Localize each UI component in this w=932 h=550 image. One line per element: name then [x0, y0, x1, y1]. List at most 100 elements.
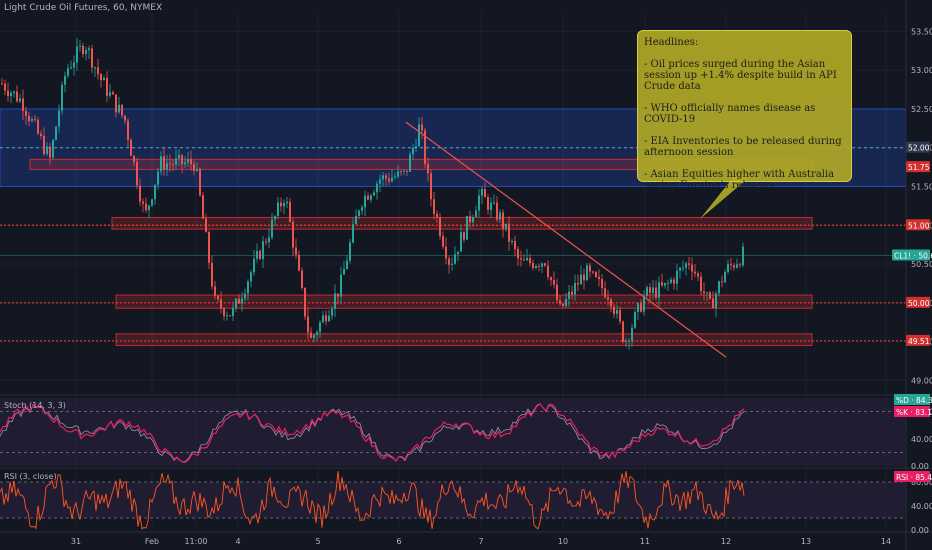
time-tick-label: 10 [558, 537, 568, 546]
candle-body [334, 293, 336, 309]
candle-body [277, 202, 279, 217]
price-tick-label: 51.50 [911, 182, 932, 191]
candle-body [643, 296, 645, 312]
candle-body [430, 173, 432, 200]
candle-body [337, 293, 339, 297]
rsi-tick-label: 80.00 [911, 478, 932, 487]
candle-body [178, 154, 180, 159]
candle-body [7, 90, 9, 97]
candle-body [16, 91, 18, 102]
candle-body [625, 341, 627, 343]
candle-body [127, 120, 129, 140]
candle-body [727, 264, 729, 273]
candle-body [103, 77, 105, 81]
candle-body [661, 282, 663, 286]
candle-body [712, 298, 714, 308]
candle-body [667, 282, 669, 284]
candle-body [379, 179, 381, 184]
stoch-badge [894, 406, 930, 417]
candle-body [223, 308, 225, 317]
candle-body [721, 281, 723, 283]
support-resistance-zone [111, 217, 813, 230]
candle-body [46, 146, 48, 155]
candle-body [505, 223, 507, 229]
annotation-bullet-1: - Oil prices surged during the Asian ses… [644, 59, 837, 92]
candle-body [319, 322, 321, 333]
candle-body [514, 240, 516, 249]
price-badge [906, 334, 930, 346]
candle-body [202, 195, 204, 219]
candle-body [658, 282, 660, 298]
candle-body [637, 303, 639, 312]
candle-body [391, 177, 393, 182]
candle-body [481, 188, 483, 196]
candle-body [556, 284, 558, 301]
candle-body [4, 83, 6, 91]
rsi-label: RSI (3, close) [4, 472, 57, 481]
rsi-band [0, 482, 906, 518]
candle-body [265, 241, 267, 243]
candle-body [199, 168, 201, 196]
candle-body [649, 287, 651, 293]
candle-body [148, 205, 150, 211]
candle-body [598, 276, 600, 279]
candle-body [229, 315, 231, 317]
candle-body [706, 292, 708, 294]
candle-body [346, 260, 348, 270]
candle-body [682, 267, 684, 269]
candle-body [397, 171, 399, 177]
candle-body [673, 279, 675, 284]
stoch-badge-label: %D · 84.34 [896, 396, 932, 405]
candle-body [583, 274, 585, 281]
candle-body [388, 178, 390, 182]
price-tick-label: 52.50 [911, 105, 932, 114]
chart-title: Light Crude Oil Futures, 60, NYMEX [4, 3, 163, 13]
candle-body [529, 258, 531, 264]
candle-body [316, 332, 318, 335]
candle-body [58, 110, 60, 127]
rsi-badge [894, 471, 930, 482]
candle-body [568, 291, 570, 299]
candle-body [244, 293, 246, 299]
candle-body [499, 212, 501, 220]
candle-body [151, 199, 153, 206]
candle-body [286, 201, 288, 203]
candle-body [532, 263, 534, 269]
annotation-bullet-3: - EIA Inventories to be released during … [644, 136, 842, 158]
candle-body [25, 110, 27, 116]
candle-body [256, 251, 258, 259]
candle-body [502, 212, 504, 229]
candle-body [208, 232, 210, 263]
candle-body [247, 281, 249, 294]
candle-body [457, 251, 459, 255]
annotation-bullet-2: - WHO officially names disease as COVID-… [644, 103, 816, 125]
candle-body [541, 263, 543, 267]
candle-body [280, 202, 282, 207]
candle-body [736, 264, 738, 268]
candle-body [40, 133, 42, 136]
candle-body [703, 291, 705, 294]
candle-body [100, 74, 102, 81]
annotation-pointer [700, 175, 752, 219]
candle-body [232, 308, 234, 316]
stoch-band [0, 398, 906, 466]
price-badge [906, 219, 930, 231]
candle-body [433, 199, 435, 214]
candle-body [118, 104, 120, 113]
candle-body [355, 215, 357, 225]
candle-body [640, 303, 642, 312]
price-badge-label: 50.00 [908, 299, 930, 308]
candles [1, 37, 744, 350]
candle-body [364, 195, 366, 208]
candle-body [478, 195, 480, 211]
candle-body [214, 286, 216, 296]
candle-body [619, 309, 621, 322]
candle-body [421, 124, 423, 131]
candle-body [373, 192, 375, 196]
candle-body [10, 93, 12, 97]
candle-body [340, 274, 342, 297]
headlines-annotation[interactable]: Headlines: - Oil prices surged during th… [637, 30, 852, 191]
candle-body [166, 163, 168, 170]
candle-body [559, 300, 561, 304]
